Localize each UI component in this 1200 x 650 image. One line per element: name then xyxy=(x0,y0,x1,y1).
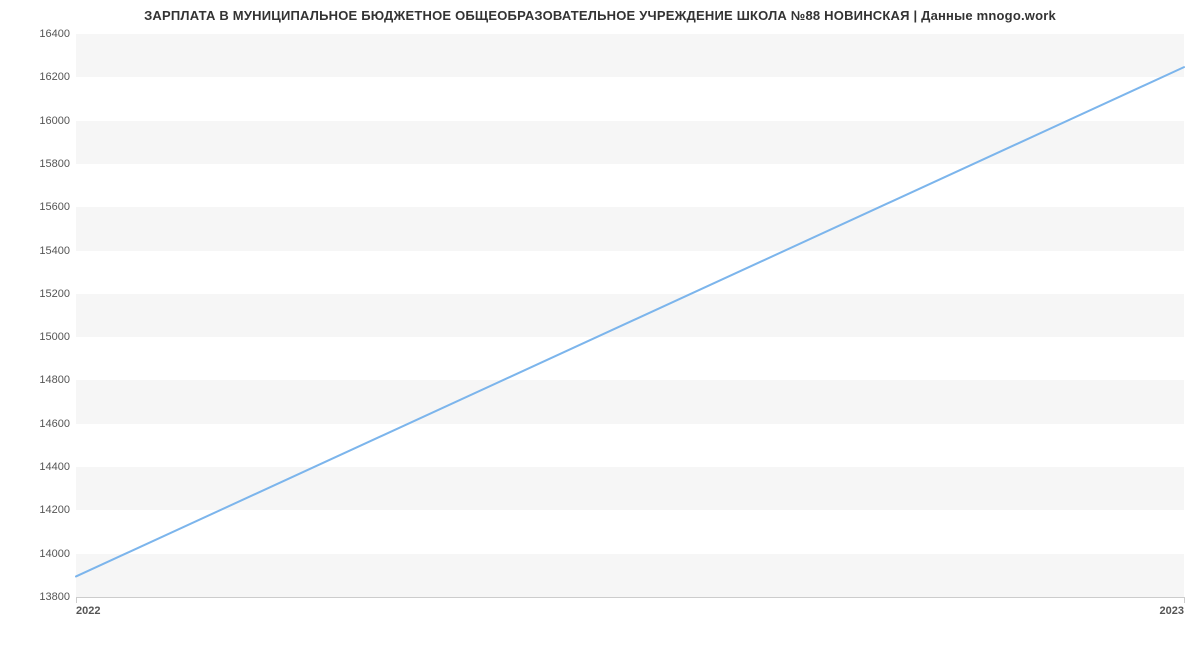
x-tick-label: 2023 xyxy=(1160,605,1184,617)
y-tick-label: 14800 xyxy=(39,374,70,386)
y-tick-label: 14000 xyxy=(39,548,70,560)
series-line-salary xyxy=(76,67,1184,576)
y-tick-label: 15800 xyxy=(39,158,70,170)
chart-title: ЗАРПЛАТА В МУНИЦИПАЛЬНОЕ БЮДЖЕТНОЕ ОБЩЕО… xyxy=(0,8,1200,23)
y-tick-label: 16200 xyxy=(39,71,70,83)
x-tick-label: 2022 xyxy=(76,605,100,617)
y-tick-label: 13800 xyxy=(39,591,70,603)
line-series xyxy=(76,34,1184,597)
y-tick-label: 15600 xyxy=(39,201,70,213)
y-tick-label: 15400 xyxy=(39,245,70,257)
y-tick-label: 16000 xyxy=(39,115,70,127)
y-tick-label: 15200 xyxy=(39,288,70,300)
plot-area: 1380014000142001440014600148001500015200… xyxy=(76,34,1184,597)
y-tick-label: 15000 xyxy=(39,331,70,343)
y-tick-label: 16400 xyxy=(39,28,70,40)
x-tick-mark xyxy=(1184,597,1185,603)
salary-line-chart: ЗАРПЛАТА В МУНИЦИПАЛЬНОЕ БЮДЖЕТНОЕ ОБЩЕО… xyxy=(0,0,1200,650)
x-tick-mark xyxy=(76,597,77,603)
y-tick-label: 14400 xyxy=(39,461,70,473)
y-tick-label: 14600 xyxy=(39,418,70,430)
x-axis-line xyxy=(76,597,1184,598)
y-tick-label: 14200 xyxy=(39,504,70,516)
